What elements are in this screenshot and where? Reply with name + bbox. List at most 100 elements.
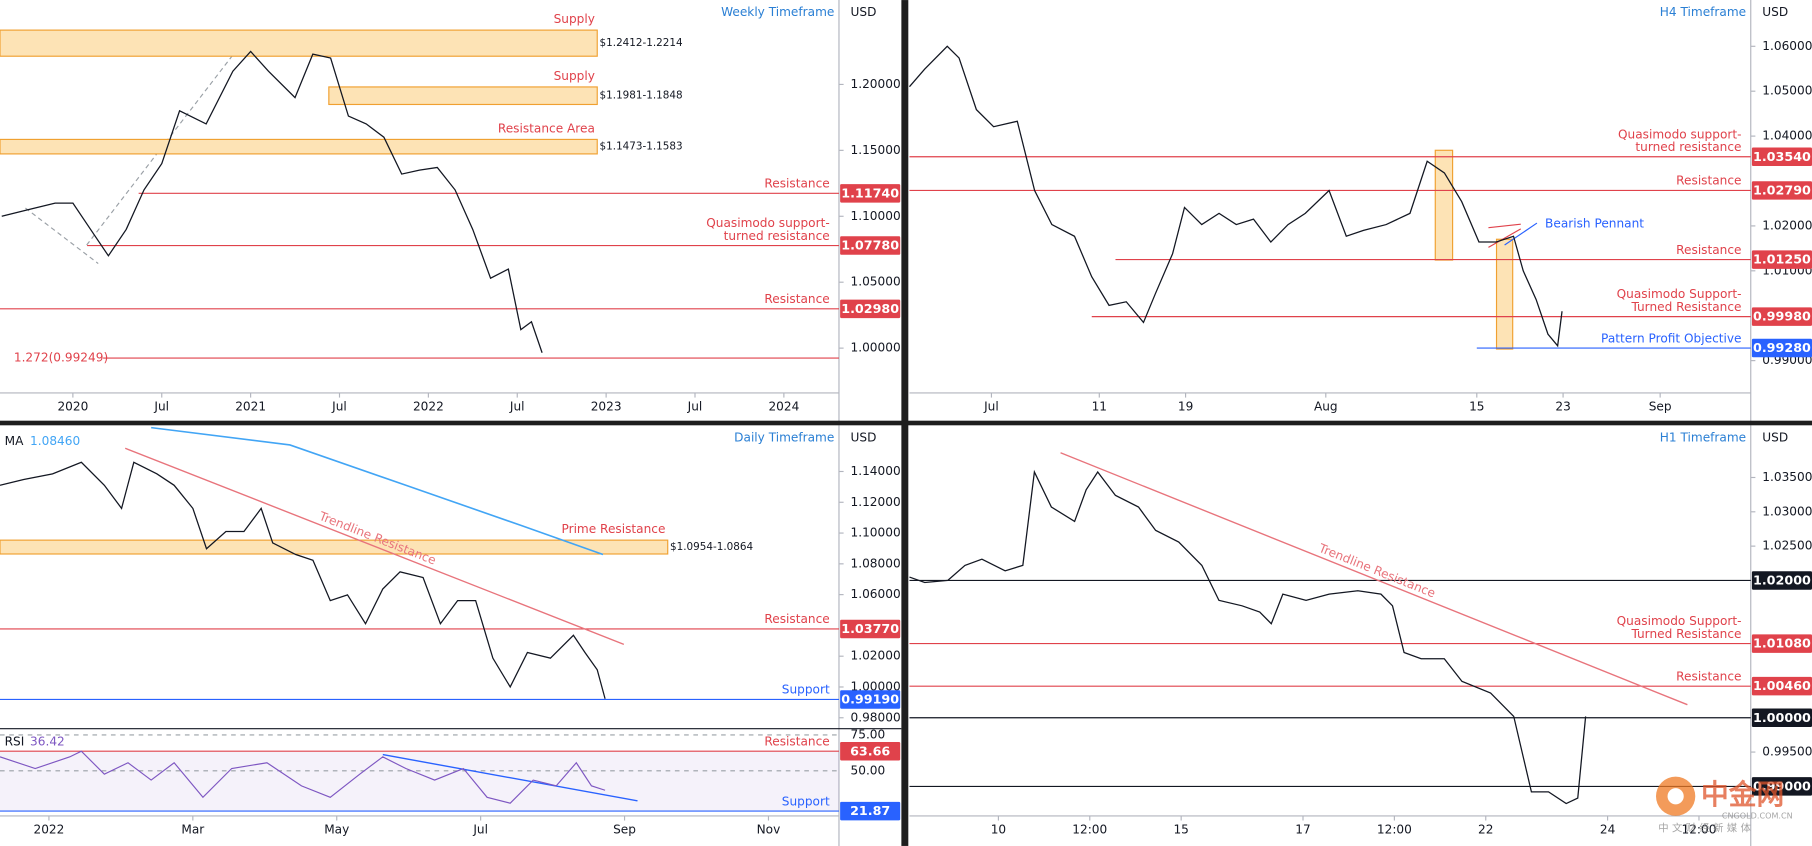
x-tick-label: Sep xyxy=(613,822,636,836)
level-label: Turned Resistance xyxy=(1630,627,1741,641)
y-tick-label: 1.14000 xyxy=(851,464,901,478)
level-price-box xyxy=(1751,634,1812,653)
x-tick-label: 10 xyxy=(991,822,1006,836)
annotation: Bearish Pennant xyxy=(1545,217,1644,231)
x-tick-label: 17 xyxy=(1295,822,1310,836)
level-price-box xyxy=(840,299,901,319)
price-line xyxy=(1,50,543,353)
level-price-box xyxy=(1751,571,1812,590)
level-label: Quasimodo support- xyxy=(706,216,829,230)
trendline xyxy=(382,753,638,802)
x-tick-label: Mar xyxy=(181,822,204,836)
zone-label: Resistance Area xyxy=(498,122,595,136)
axis-unit: USD xyxy=(851,5,877,19)
zone xyxy=(0,138,598,155)
x-tick-label: Jul xyxy=(509,399,525,413)
watermark-domain: CNGOLD.COM.CN xyxy=(1722,810,1793,820)
level-price: 1.02980 xyxy=(841,301,899,316)
level-price: 1.02790 xyxy=(1753,183,1811,198)
fib-guide xyxy=(25,207,99,264)
level-label: Resistance xyxy=(1676,669,1741,683)
y-tick-label: 1.20000 xyxy=(851,77,901,91)
level-label: Resistance xyxy=(1676,243,1741,257)
axis-unit: USD xyxy=(1762,431,1788,445)
level-label: turned resistance xyxy=(1635,140,1741,154)
rsi-tick-label: 75.00 xyxy=(851,727,886,741)
level-price-box xyxy=(1751,250,1812,269)
level-price-box xyxy=(1751,708,1812,727)
level-label: Resistance xyxy=(1676,174,1741,188)
pennant-line xyxy=(1488,223,1521,229)
level-price-box xyxy=(1751,181,1812,200)
y-tick-label: 1.05000 xyxy=(1762,84,1812,98)
panel-divider xyxy=(0,420,1812,426)
chart-title: Weekly Timeframe xyxy=(721,5,834,19)
y-tick-label: 1.03000 xyxy=(1762,504,1812,518)
zone-range: $1.0954-1.0864 xyxy=(670,541,753,553)
moving-average xyxy=(151,426,604,556)
level-price-box xyxy=(840,690,901,709)
price-line xyxy=(0,461,606,699)
measured-move xyxy=(1434,149,1454,261)
level-price: 1.02000 xyxy=(1753,573,1811,588)
rsi-line xyxy=(0,750,606,804)
zone-range: $1.1981-1.1848 xyxy=(600,90,683,102)
rsi-tick-label: 50.00 xyxy=(851,763,886,777)
level-price-box xyxy=(1751,338,1812,358)
level-price: 1.00460 xyxy=(1753,678,1811,693)
chart-title: H4 Timeframe xyxy=(1660,5,1746,19)
y-tick-label: 1.08000 xyxy=(851,556,901,570)
level-label: turned resistance xyxy=(724,229,830,243)
ma-label: MA xyxy=(5,434,24,448)
level-price-box xyxy=(1751,307,1812,326)
watermark: 中金网 CNGOLD.COM.CN 中 文 财 经 新 媒 体 xyxy=(1655,776,1793,835)
trendline xyxy=(1060,452,1688,706)
y-tick-label: 1.02000 xyxy=(851,649,901,663)
rsi-band xyxy=(0,751,839,812)
pennant-pointer xyxy=(1504,222,1538,246)
level-label: Resistance xyxy=(764,612,829,626)
level-price-box xyxy=(840,741,901,761)
level-price: 0.99280 xyxy=(1753,340,1811,355)
level-price: 1.03770 xyxy=(841,621,899,636)
zone xyxy=(328,86,598,106)
level-label: Resistance xyxy=(764,177,829,191)
x-tick-label: Jul xyxy=(983,399,999,413)
level-price: 1.03540 xyxy=(1753,149,1811,164)
level-price: 0.99000 xyxy=(1753,778,1811,793)
chart-title: Daily Timeframe xyxy=(734,431,834,445)
x-tick-label: 15 xyxy=(1469,399,1484,413)
x-tick-label: 24 xyxy=(1600,822,1616,836)
y-tick-label: 1.00000 xyxy=(851,341,901,355)
x-tick-label: May xyxy=(324,822,349,836)
chart-title: H1 Timeframe xyxy=(1660,431,1746,445)
level-label: Resistance xyxy=(764,292,829,306)
rsi-readout: 36.42 xyxy=(30,734,65,748)
x-tick-label: 22 xyxy=(1478,822,1493,836)
y-tick-label: 1.12000 xyxy=(851,495,901,509)
x-tick-label: Jul xyxy=(331,399,347,413)
x-tick-label: Aug xyxy=(1314,399,1338,413)
y-tick-label: 1.10000 xyxy=(851,526,901,540)
watermark-brand: 中金网 xyxy=(1701,778,1784,811)
y-tick-label: 1.10000 xyxy=(851,209,901,223)
x-tick-label: Sep xyxy=(1649,399,1672,413)
level-label: Quasimodo support- xyxy=(1618,127,1741,141)
y-tick-label: 1.05000 xyxy=(851,275,901,289)
level-price-box xyxy=(840,619,901,639)
level-price-box xyxy=(1751,676,1812,696)
x-tick-label: 2023 xyxy=(591,399,622,413)
level-price: 1.01250 xyxy=(1753,252,1811,267)
y-tick-label: 1.15000 xyxy=(851,143,901,157)
trendline xyxy=(124,447,625,645)
level-price: 1.01080 xyxy=(1753,636,1811,651)
y-tick-label: 1.02500 xyxy=(1762,539,1812,553)
measured-move xyxy=(1495,238,1514,350)
x-tick-label: 2021 xyxy=(235,399,266,413)
level-label: Support xyxy=(782,794,830,808)
y-tick-label: 0.99500 xyxy=(1762,745,1812,759)
watermark-logo xyxy=(1667,788,1684,805)
price-line xyxy=(909,469,1587,805)
